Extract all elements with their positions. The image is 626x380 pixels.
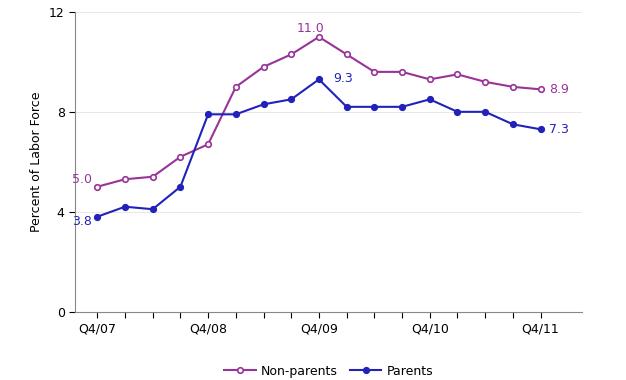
- Non-parents: [260, 65, 267, 69]
- Non-parents: [232, 85, 240, 89]
- Parents: [371, 105, 378, 109]
- Parents: [481, 109, 489, 114]
- Non-parents: [454, 72, 461, 77]
- Legend: Non-parents, Parents: Non-parents, Parents: [219, 360, 438, 380]
- Line: Parents: Parents: [95, 77, 543, 220]
- Non-parents: [426, 77, 434, 82]
- Parents: [287, 97, 295, 101]
- Parents: [204, 112, 212, 117]
- Text: 11.0: 11.0: [297, 22, 324, 35]
- Non-parents: [509, 85, 516, 89]
- Non-parents: [177, 155, 184, 159]
- Non-parents: [316, 35, 323, 39]
- Non-parents: [287, 52, 295, 57]
- Parents: [343, 105, 351, 109]
- Parents: [260, 102, 267, 107]
- Parents: [509, 122, 516, 127]
- Parents: [316, 77, 323, 82]
- Non-parents: [371, 70, 378, 74]
- Text: 8.9: 8.9: [549, 83, 569, 96]
- Text: 9.3: 9.3: [333, 72, 352, 85]
- Parents: [232, 112, 240, 117]
- Parents: [121, 204, 129, 209]
- Non-parents: [93, 184, 101, 189]
- Non-parents: [121, 177, 129, 182]
- Parents: [398, 105, 406, 109]
- Parents: [426, 97, 434, 101]
- Parents: [93, 214, 101, 219]
- Non-parents: [398, 70, 406, 74]
- Non-parents: [537, 87, 545, 92]
- Parents: [537, 127, 545, 131]
- Non-parents: [343, 52, 351, 57]
- Non-parents: [149, 174, 156, 179]
- Text: 7.3: 7.3: [549, 123, 569, 136]
- Non-parents: [481, 79, 489, 84]
- Parents: [149, 207, 156, 212]
- Text: 5.0: 5.0: [73, 173, 93, 186]
- Line: Non-parents: Non-parents: [95, 34, 543, 190]
- Parents: [177, 184, 184, 189]
- Parents: [454, 109, 461, 114]
- Text: 3.8: 3.8: [73, 215, 92, 228]
- Non-parents: [204, 142, 212, 147]
- Y-axis label: Percent of Labor Force: Percent of Labor Force: [31, 92, 43, 232]
